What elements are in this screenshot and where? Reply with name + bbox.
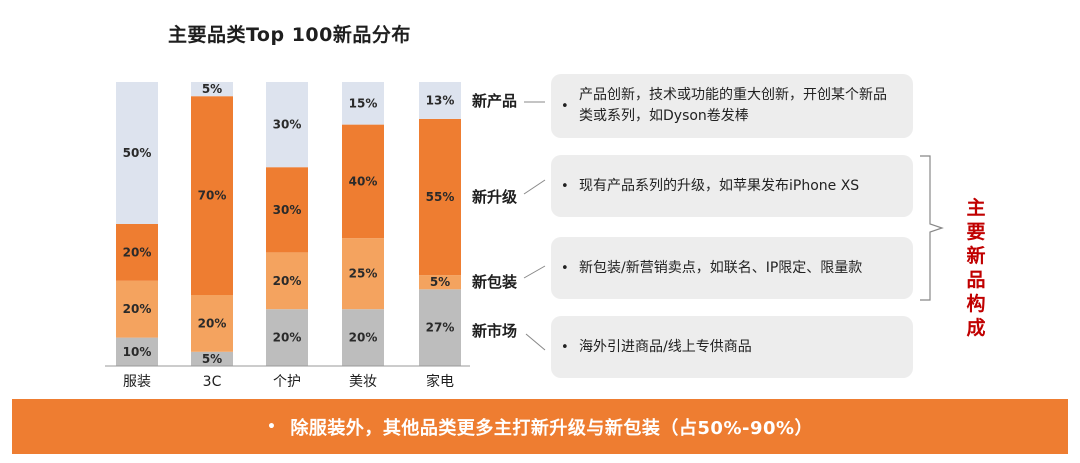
bar-value-label: 70% (198, 189, 227, 203)
summary-bracket (920, 155, 944, 301)
bar-value-label: 13% (426, 93, 455, 107)
chart-title: 主要品类Top 100新品分布 (168, 24, 411, 46)
bar-value-label: 50% (123, 146, 152, 160)
connector-upgrade (523, 179, 546, 195)
bar-value-label: 20% (198, 316, 227, 330)
desc-text-repackage: 新包装/新营销卖点，如联名、IP限定、限量款 (579, 259, 863, 276)
stacked-bar-chart: 10% 20% 20% 50% 服装 5% 20% 70% 5% 3C 20% 20% 30% 30% 个护… (105, 82, 470, 390)
bar-segment (266, 167, 308, 253)
bar-value-label: 20% (273, 331, 302, 345)
conclusion-banner: • 除服装外，其他品类更多主打新升级与新包装（占50%-90%） (12, 399, 1068, 454)
bar-segment (342, 124, 384, 239)
bar-segment (419, 118, 461, 276)
bar-segment (342, 238, 384, 310)
bar-value-label: 40% (349, 174, 378, 188)
bar-segment (342, 82, 384, 125)
bar-value-label: 30% (273, 118, 302, 132)
bar-value-label: 30% (273, 203, 302, 217)
bar-segment (191, 96, 233, 295)
bar-segment (116, 337, 158, 366)
x-tick-label: 美妆 (349, 374, 377, 390)
bar-value-label: 20% (349, 331, 378, 345)
bar-value-label: 5% (202, 82, 222, 96)
bar-segment (266, 82, 308, 168)
desc-text-new-product: 产品创新，技术或功能的重大创新，开创某个新品类或系列，如Dyson卷发棒 (579, 87, 887, 124)
desc-box-upgrade: • 现有产品系列的升级，如苹果发布iPhone XS (551, 155, 913, 217)
row-label-new-market: 新市场 (472, 322, 518, 340)
bullet-icon: • (561, 339, 569, 355)
bar-value-label: 25% (349, 267, 378, 281)
x-tick-label: 家电 (426, 373, 454, 390)
x-tick-label: 3C (203, 374, 222, 390)
bar-segment (419, 82, 461, 119)
desc-box-new-market: • 海外引进商品/线上专供商品 (551, 316, 913, 378)
bar-segment (191, 351, 233, 366)
bar-segment (116, 224, 158, 281)
bar-value-label: 15% (349, 96, 378, 110)
desc-text-upgrade: 现有产品系列的升级，如苹果发布iPhone XS (579, 177, 860, 194)
connector-repackage (523, 265, 546, 279)
bar-value-label: 20% (123, 245, 152, 259)
summary-label: 主要新品构成 (966, 197, 986, 339)
bar-segment (116, 82, 158, 224)
row-label-repackage: 新包装 (472, 273, 518, 291)
banner-text: 除服装外，其他品类更多主打新升级与新包装（占50%-90%） (290, 417, 814, 439)
x-tick-label: 服装 (123, 374, 151, 390)
bar-segment (191, 295, 233, 352)
bar-segment (191, 82, 233, 97)
bar-segment (266, 309, 308, 366)
connector-new-market (525, 333, 546, 351)
bar-value-label: 20% (123, 302, 152, 316)
bar-segment (419, 275, 461, 290)
bar-segment (342, 309, 384, 366)
bullet-icon: • (561, 178, 569, 194)
bar-segment (266, 252, 308, 310)
desc-text-new-market: 海外引进商品/线上专供商品 (579, 338, 752, 355)
bar-value-label: 5% (430, 275, 450, 289)
bar-value-label: 20% (273, 274, 302, 288)
bullet-icon: • (266, 418, 277, 435)
row-label-upgrade: 新升级 (472, 188, 518, 206)
bar-value-label: 27% (426, 321, 455, 335)
desc-box-repackage: • 新包装/新营销卖点，如联名、IP限定、限量款 (551, 237, 913, 299)
bar-value-label: 10% (123, 345, 152, 359)
desc-box-new-product: • 产品创新，技术或功能的重大创新，开创某个新品类或系列，如Dyson卷发棒 (551, 74, 913, 138)
bullet-icon: • (561, 260, 569, 276)
bullet-icon: • (561, 98, 569, 114)
x-tick-label: 个护 (273, 374, 301, 390)
bar-value-label: 5% (202, 352, 222, 366)
bar-segment (116, 280, 158, 338)
row-label-new-product: 新产品 (472, 92, 518, 110)
bar-segment (419, 289, 461, 366)
bar-value-label: 55% (426, 190, 455, 204)
